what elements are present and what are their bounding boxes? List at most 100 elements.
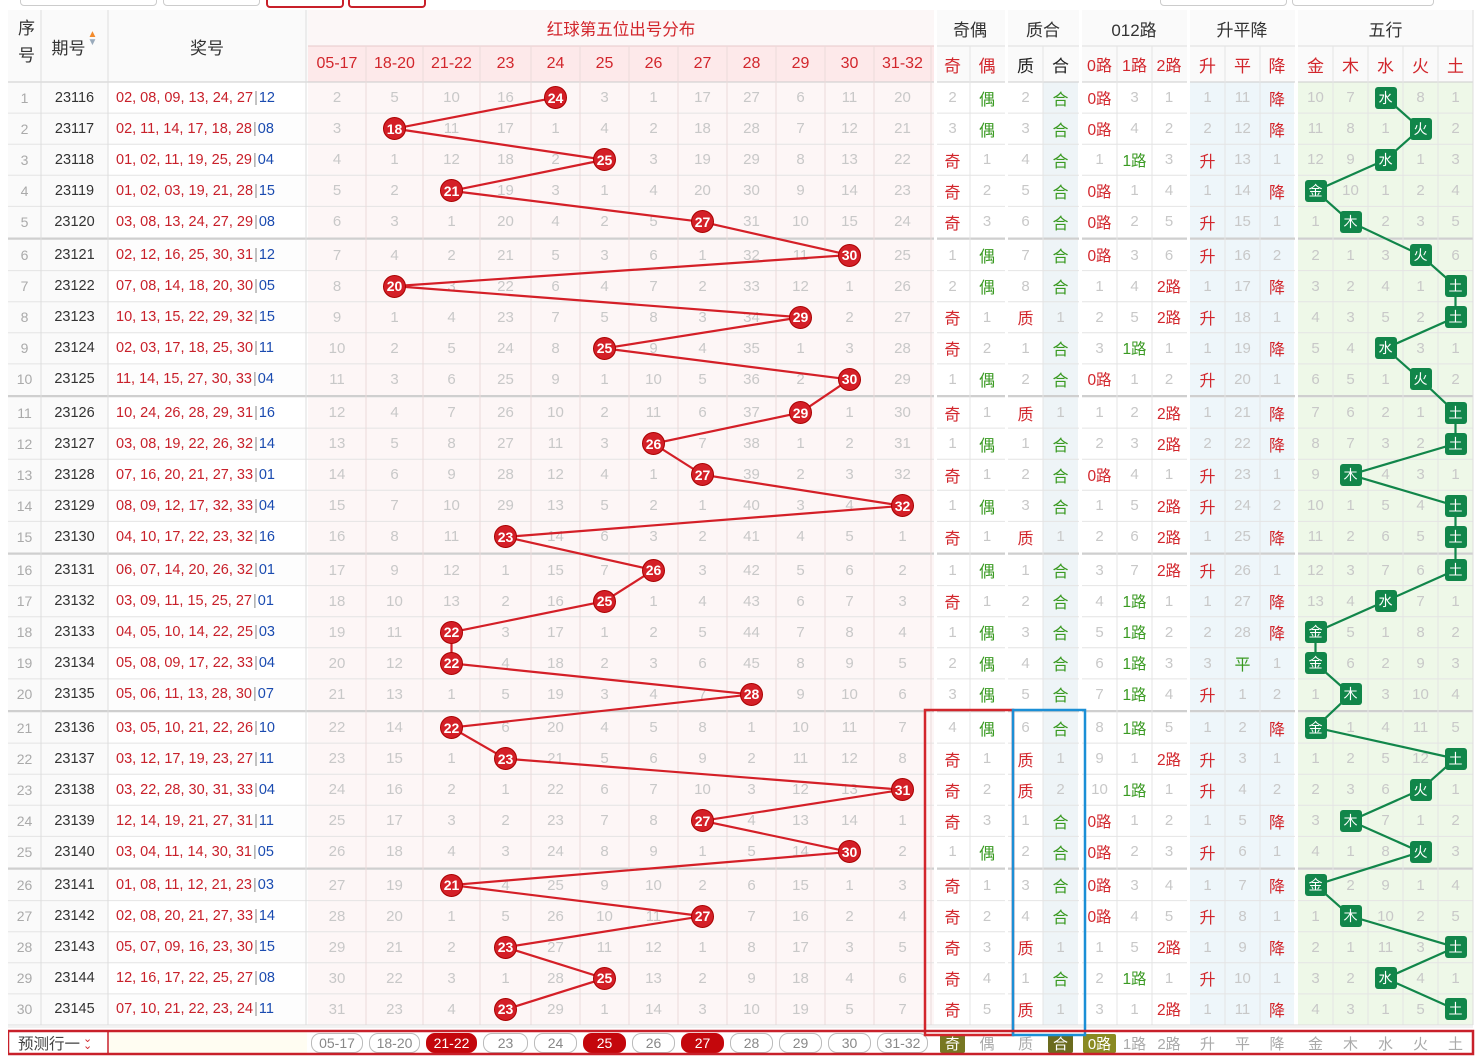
row-issue: 23128 (54, 466, 95, 483)
predict-pill[interactable]: 05-17 (311, 1033, 363, 1053)
dist-miss-cell: 10 (743, 1000, 760, 1018)
dist-miss-cell: 29 (328, 938, 346, 956)
predict-pill[interactable]: 27 (681, 1033, 724, 1053)
odd-even-cell: 奇 (944, 184, 961, 202)
predict-pill[interactable]: 25 (583, 1033, 626, 1053)
predict-tail-cell[interactable]: 0路 (1082, 1031, 1117, 1055)
row-seq: 21 (16, 719, 33, 736)
dist-miss-cell: 3 (600, 246, 609, 264)
dist-miss-cell: 12 (547, 466, 564, 484)
toolbar-select-1[interactable] (20, 0, 157, 6)
predict-pill[interactable]: 23 (483, 1033, 528, 1053)
predict-pill[interactable]: 29 (779, 1033, 822, 1053)
predict-tail-cell[interactable]: 合 (1043, 1031, 1078, 1055)
double-chevron-down-icon[interactable]: ⌄ ⌄ (83, 1033, 93, 1052)
predict-pill-cell[interactable]: 25 (581, 1031, 628, 1055)
dist-miss-cell: 3 (796, 497, 805, 515)
rise-flat-fall-cell: 1 (1203, 528, 1212, 546)
predict-tail-cell[interactable]: 2路 (1152, 1031, 1186, 1055)
hit-ball: 23 (494, 935, 517, 959)
predict-pill[interactable]: 18-20 (369, 1033, 420, 1053)
predict-tail-cell[interactable]: 水 (1368, 1031, 1403, 1055)
dist-miss-cell: 3 (390, 370, 399, 388)
pipe: | (252, 371, 257, 388)
predict-tail-cell[interactable]: 偶 (970, 1031, 1004, 1055)
predict-pill[interactable]: 30 (828, 1033, 871, 1053)
predict-pill-cell[interactable]: 18-20 (367, 1031, 422, 1055)
predict-option[interactable]: 土 (1447, 1035, 1463, 1053)
predict-pill-cell[interactable]: 27 (679, 1031, 726, 1055)
predict-pill[interactable]: 31-32 (877, 1033, 928, 1053)
predict-pill[interactable]: 26 (632, 1033, 675, 1053)
predict-tail-cell[interactable]: 1路 (1117, 1031, 1152, 1055)
predict-pill-cell[interactable]: 29 (777, 1031, 824, 1055)
toolbar-btn-right-1[interactable] (1160, 0, 1287, 6)
dist-miss-cell: 1 (845, 404, 854, 422)
predict-pill-cell[interactable]: 05-17 (309, 1031, 365, 1055)
prime-composite-cell: 合 (1052, 215, 1069, 233)
predict-option[interactable]: 质 (1017, 1035, 1033, 1053)
predict-option[interactable]: 0路 (1082, 1033, 1117, 1053)
toolbar-btn-right-2[interactable] (1292, 0, 1434, 6)
route-012-cell: 3 (1130, 246, 1139, 264)
toolbar-tab-1[interactable] (266, 0, 344, 8)
five-element-cell: 9 (1311, 466, 1320, 484)
predict-pill[interactable]: 21-22 (426, 1033, 477, 1053)
row-numbers: 03, 08, 13, 24, 27, 29 | 08 (108, 206, 306, 237)
predict-option[interactable]: 降 (1269, 1035, 1285, 1053)
predict-tail-cell[interactable]: 升 (1190, 1031, 1225, 1055)
issue-header[interactable]: 期号 ▲ ▼ (41, 10, 108, 82)
row-numbers: 04, 10, 17, 22, 23, 32 | 16 (108, 521, 306, 552)
predict-pill-cell[interactable]: 21-22 (424, 1031, 479, 1055)
five-element-cell: 11 (1307, 528, 1324, 546)
predict-pill[interactable]: 24 (534, 1033, 577, 1053)
prime-composite-cell: 质 (1017, 783, 1034, 801)
toolbar-tab-2[interactable] (348, 0, 426, 8)
rise-flat-fall-cell: 1 (1272, 843, 1282, 861)
sort-arrows-icon[interactable]: ▲ ▼ (87, 29, 98, 48)
dist-miss-cell: 21 (328, 685, 346, 703)
predict-option[interactable]: 奇 (939, 1033, 965, 1053)
special-number: 11 (258, 1001, 274, 1018)
predict-label[interactable]: 预测行一 ⌄ ⌄ (8, 1031, 108, 1055)
toolbar-select-2[interactable] (163, 0, 260, 6)
predict-option[interactable]: 2路 (1157, 1035, 1181, 1053)
predict-pill[interactable]: 28 (730, 1033, 773, 1053)
predict-tail-cell[interactable]: 质 (1008, 1031, 1043, 1055)
five-element-cell: 7 (1346, 435, 1355, 453)
predict-tail-cell[interactable]: 金 (1298, 1031, 1333, 1055)
predict-pill-cell[interactable]: 30 (826, 1031, 873, 1055)
predict-option[interactable]: 升 (1199, 1035, 1215, 1053)
predict-option[interactable]: 金 (1307, 1035, 1323, 1053)
dist-miss-cell: 12 (328, 404, 346, 422)
predict-option[interactable]: 火 (1412, 1035, 1428, 1053)
route-012-cell: 1路 (1122, 782, 1147, 800)
dist-miss-cell: 17 (694, 89, 711, 107)
predict-pill-cell[interactable]: 24 (532, 1031, 579, 1055)
predict-tail-cell[interactable]: 降 (1260, 1031, 1294, 1055)
predict-tail-cell[interactable]: 奇 (935, 1031, 970, 1055)
main-numbers: 07, 16, 20, 21, 27, 33 (116, 466, 254, 483)
five-element-cell: 2 (1381, 213, 1390, 231)
predict-option[interactable]: 木 (1342, 1035, 1358, 1053)
predict-option[interactable]: 水 (1377, 1035, 1393, 1053)
predict-tail-cell[interactable]: 土 (1438, 1031, 1473, 1055)
predict-pill-cell[interactable]: 31-32 (875, 1031, 930, 1055)
route-012-cell: 2路 (1156, 940, 1182, 958)
hit-ball: 26 (642, 432, 665, 456)
prime-composite-cell: 2 (1021, 843, 1030, 861)
predict-option[interactable]: 平 (1234, 1035, 1250, 1053)
predict-option[interactable]: 合 (1047, 1033, 1073, 1053)
predict-option[interactable]: 1路 (1122, 1035, 1147, 1053)
dist-miss-cell: 4 (600, 466, 609, 484)
predict-pill-cell[interactable]: 23 (481, 1031, 530, 1055)
predict-tail-cell[interactable]: 平 (1225, 1031, 1260, 1055)
prime-composite-cell: 4 (1021, 907, 1030, 925)
predict-tail-cell[interactable]: 火 (1403, 1031, 1438, 1055)
predict-option[interactable]: 偶 (979, 1035, 995, 1053)
route-012-cell: 2 (1095, 969, 1104, 987)
predict-tail-cell[interactable]: 木 (1333, 1031, 1368, 1055)
dist-miss-cell: 42 (743, 561, 760, 579)
predict-pill-cell[interactable]: 28 (728, 1031, 775, 1055)
predict-pill-cell[interactable]: 26 (630, 1031, 677, 1055)
